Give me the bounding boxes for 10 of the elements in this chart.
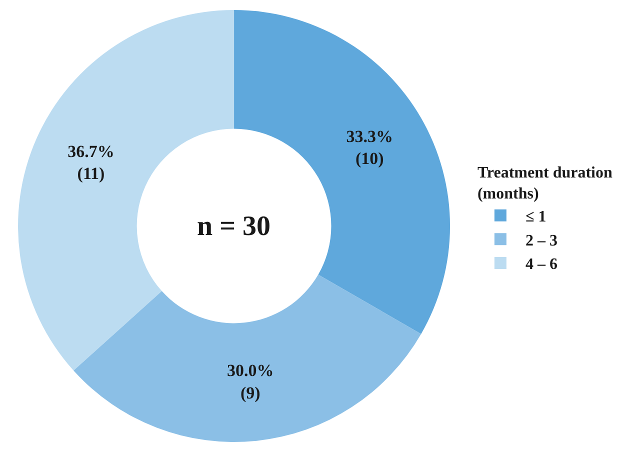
data-label: 33.3% (10) xyxy=(346,127,394,168)
legend-label: 2 – 3 xyxy=(525,232,558,250)
legend-label: 4 – 6 xyxy=(525,256,558,274)
data-label: 30.0% (9) xyxy=(227,361,274,402)
data-label: 36.7% (11) xyxy=(68,142,114,183)
donut-slice xyxy=(234,10,450,334)
legend-title: Treatment duration (months) xyxy=(477,164,612,202)
donut-slice xyxy=(74,274,422,442)
text: n = 30 xyxy=(197,211,271,242)
legend-label: ≤ 1 xyxy=(525,208,546,226)
